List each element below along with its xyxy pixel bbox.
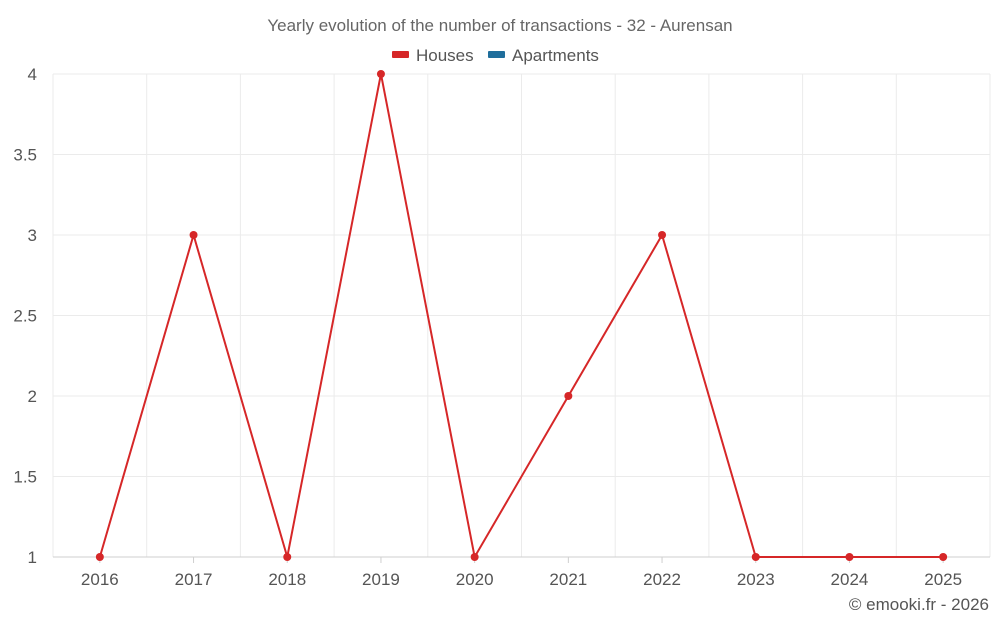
data-point-houses[interactable] — [658, 231, 667, 239]
legend-label-houses[interactable]: Houses — [416, 46, 474, 65]
grid — [52, 73, 991, 558]
series-houses — [95, 70, 948, 561]
x-tick-label: 2016 — [81, 570, 119, 589]
data-point-houses[interactable] — [939, 553, 948, 561]
legend-swatch-apartments[interactable] — [488, 51, 505, 58]
data-point-houses[interactable] — [189, 231, 198, 239]
y-tick-label: 1 — [28, 548, 37, 567]
legend-swatch-houses[interactable] — [392, 51, 409, 58]
x-tick-label: 2019 — [362, 570, 400, 589]
data-point-houses[interactable] — [283, 553, 292, 561]
x-tick-label: 2017 — [175, 570, 213, 589]
x-tick-label: 2025 — [924, 570, 962, 589]
chart-title: Yearly evolution of the number of transa… — [267, 16, 732, 35]
data-point-houses[interactable] — [751, 553, 760, 561]
y-tick-label: 4 — [28, 65, 37, 84]
x-tick-label: 2021 — [549, 570, 587, 589]
x-axis-ticks: 2016 2017 2018 2019 2020 2021 2022 2023 2024 2025 — [81, 557, 962, 589]
x-tick-label: 2018 — [268, 570, 306, 589]
credit-text: © emooki.fr - 2026 — [849, 595, 989, 614]
x-tick-label: 2023 — [737, 570, 775, 589]
series-line-houses — [98, 73, 944, 560]
data-point-houses[interactable] — [564, 392, 573, 400]
x-tick-label: 2022 — [643, 570, 681, 589]
y-tick-label: 3.5 — [13, 146, 37, 165]
legend: Houses Apartments — [392, 46, 599, 65]
y-tick-label: 2 — [28, 387, 37, 406]
y-tick-label: 1.5 — [13, 468, 37, 487]
data-point-houses[interactable] — [95, 553, 104, 561]
y-tick-label: 2.5 — [13, 307, 37, 326]
x-tick-label: 2020 — [456, 570, 494, 589]
data-point-houses[interactable] — [376, 70, 385, 78]
y-tick-label: 3 — [28, 226, 37, 245]
data-point-houses[interactable] — [845, 553, 854, 561]
y-axis-ticks: 1 1.5 2 2.5 3 3.5 4 — [13, 65, 37, 567]
data-point-houses[interactable] — [470, 553, 479, 561]
legend-label-apartments[interactable]: Apartments — [512, 46, 599, 65]
x-tick-label: 2024 — [831, 570, 869, 589]
